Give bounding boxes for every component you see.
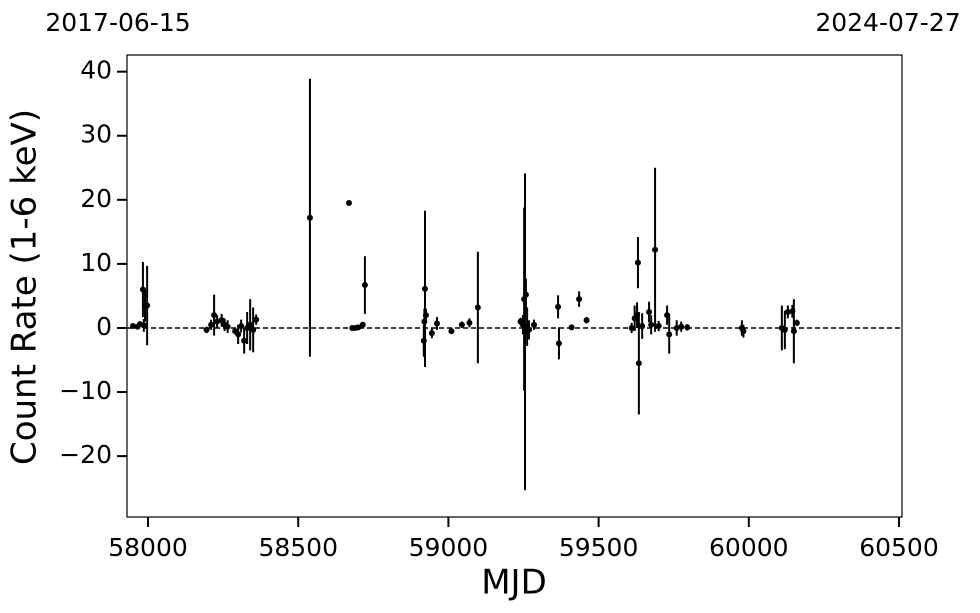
data-point: [793, 319, 800, 326]
data-point: [555, 303, 562, 310]
data-point: [583, 317, 590, 324]
data-point: [203, 326, 210, 333]
data-point: [361, 282, 368, 289]
data-point: [673, 324, 680, 331]
top-date-right: 2024-07-27: [815, 8, 960, 37]
y-tick-label: −20: [59, 440, 112, 469]
data-point: [531, 321, 538, 328]
data-point: [781, 326, 788, 333]
data-point: [525, 326, 532, 333]
data-point: [666, 331, 673, 338]
data-point: [355, 324, 362, 331]
data-point: [422, 312, 429, 319]
data-point: [634, 259, 641, 266]
x-tick-label: 58500: [258, 533, 338, 562]
data-point: [434, 320, 440, 327]
data-point: [648, 321, 655, 328]
data-point: [211, 312, 218, 319]
y-tick-label: 0: [96, 312, 112, 341]
data-point: [474, 304, 481, 311]
data-point: [740, 328, 747, 335]
data-point: [306, 214, 313, 221]
data-point: [218, 317, 225, 324]
data-point: [628, 324, 635, 331]
x-tick-label: 59000: [409, 533, 489, 562]
data-point: [214, 318, 221, 325]
data-point: [790, 328, 797, 335]
y-tick-label: −10: [59, 376, 112, 405]
y-tick-label: 30: [80, 120, 112, 149]
data-point: [466, 319, 473, 326]
data-point: [359, 321, 366, 328]
y-axis-label: Count Rate (1-6 keV): [5, 109, 45, 465]
y-tick-label: 40: [80, 56, 112, 85]
data-point: [684, 324, 691, 331]
data-point: [253, 316, 260, 323]
data-point: [130, 323, 137, 330]
y-tick-label: 10: [80, 248, 112, 277]
x-tick-label: 59500: [559, 533, 639, 562]
data-point: [250, 326, 257, 333]
data-point: [140, 322, 147, 329]
data-point: [678, 323, 685, 330]
data-point: [448, 328, 455, 335]
top-date-left: 2017-06-15: [45, 8, 190, 37]
x-tick-label: 60000: [709, 533, 789, 562]
data-point: [576, 296, 583, 303]
data-point: [522, 291, 529, 298]
data-point: [428, 330, 435, 337]
data-point: [635, 360, 642, 367]
x-tick-label: 58000: [108, 533, 188, 562]
data-point: [784, 308, 791, 315]
data-point: [652, 246, 659, 253]
data-point: [208, 321, 215, 328]
data-point: [224, 323, 231, 330]
data-point: [458, 321, 465, 328]
data-point: [144, 302, 151, 309]
data-point: [241, 337, 248, 344]
data-point: [247, 321, 254, 328]
data-point: [238, 323, 245, 330]
data-point: [568, 324, 575, 331]
data-point: [421, 285, 428, 292]
data-point: [639, 323, 646, 330]
data-point: [235, 331, 242, 338]
y-tick-label: 20: [80, 184, 112, 213]
plot-frame: [126, 54, 903, 518]
data-point: [555, 340, 562, 347]
data-point: [655, 323, 662, 330]
x-tick-label: 60500: [859, 533, 939, 562]
data-point: [646, 308, 653, 315]
x-axis-label: MJD: [481, 563, 547, 603]
data-point: [345, 200, 352, 207]
